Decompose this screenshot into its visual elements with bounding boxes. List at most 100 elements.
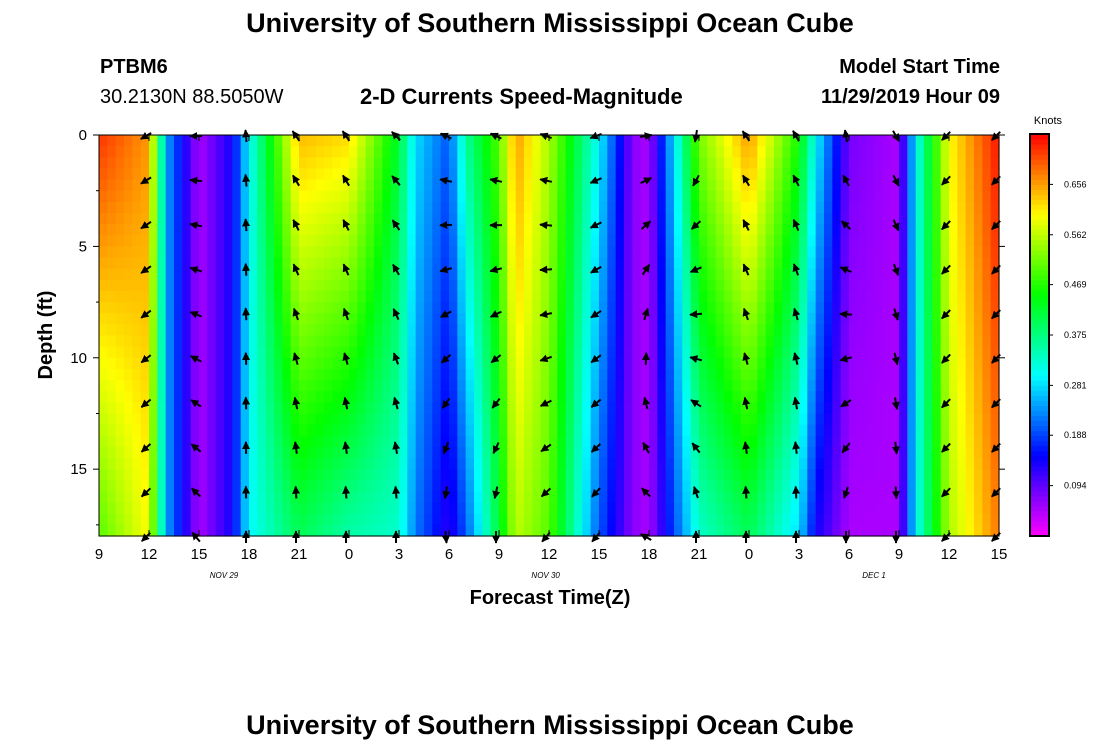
heatmap-cell [165, 224, 175, 236]
heatmap-cell [265, 391, 275, 403]
heatmap-cell [799, 502, 808, 515]
current-vector [292, 441, 301, 454]
heatmap-cell [799, 335, 808, 348]
heatmap-cell [549, 224, 558, 236]
heatmap-cell [440, 513, 450, 526]
heatmap-cell [374, 268, 383, 281]
heatmap-cell [749, 469, 758, 481]
heatmap-cell [182, 491, 192, 504]
heatmap-cell [357, 402, 367, 415]
heatmap-cell [932, 368, 942, 381]
heatmap-cell [682, 135, 692, 147]
heatmap-cell [307, 246, 317, 259]
heatmap-cell [649, 402, 658, 415]
heatmap-cell [574, 435, 583, 448]
heatmap-cell [499, 179, 508, 192]
heatmap-cell [199, 257, 208, 270]
heatmap-cell [849, 257, 858, 270]
heatmap-cell [565, 380, 575, 392]
heatmap-cell [732, 190, 742, 203]
current-vector [742, 174, 751, 187]
heatmap-cell [415, 424, 425, 437]
heatmap-cell [590, 446, 600, 459]
heatmap-cell [932, 313, 942, 325]
heatmap-cell [799, 290, 808, 303]
heatmap-cell [699, 335, 708, 348]
heatmap-cell [157, 357, 167, 370]
heatmap-cell [982, 190, 992, 203]
heatmap-cell [357, 469, 367, 481]
heatmap-cell [849, 168, 858, 181]
heatmap-cell [615, 146, 625, 158]
heatmap-cell [615, 324, 625, 337]
heatmap-cell [665, 458, 675, 470]
heatmap-cell [799, 391, 808, 403]
heatmap-cell [732, 458, 742, 470]
heatmap-cell [299, 246, 308, 259]
heatmap-cell [149, 313, 158, 325]
heatmap-cell [940, 357, 950, 370]
heatmap-cell [924, 458, 933, 470]
heatmap-cell [690, 268, 700, 281]
heatmap-cell [457, 357, 467, 370]
heatmap-cell [615, 424, 625, 437]
heatmap-cell [574, 157, 583, 170]
heatmap-cell [199, 402, 208, 415]
heatmap-cell [957, 302, 967, 314]
heatmap-cell [490, 424, 500, 437]
current-vector [792, 218, 801, 231]
heatmap-cell [232, 491, 242, 504]
heatmap-cell [249, 324, 258, 337]
heatmap-cell [990, 491, 1000, 504]
heatmap-cell [190, 413, 200, 426]
heatmap-cell [607, 524, 617, 537]
heatmap-cell [632, 502, 642, 515]
heatmap-cell [540, 502, 550, 515]
heatmap-cell [165, 212, 175, 225]
heatmap-cell [782, 179, 792, 192]
heatmap-cell [907, 290, 917, 303]
heatmap-cell [299, 480, 308, 493]
heatmap-cell [399, 491, 408, 504]
heatmap-cell [982, 435, 992, 448]
heatmap-cell [565, 324, 575, 337]
heatmap-cell [865, 458, 875, 470]
heatmap-cell [474, 135, 483, 147]
heatmap-cell [740, 380, 750, 392]
heatmap-cell [757, 446, 767, 459]
heatmap-cell [190, 190, 200, 203]
heatmap-cell [424, 424, 433, 437]
current-vector [891, 441, 900, 455]
heatmap-cell [232, 135, 242, 147]
heatmap-cell [274, 268, 283, 281]
heatmap-cell [440, 135, 450, 147]
heatmap-cell [440, 335, 450, 348]
heatmap-cell [815, 513, 825, 526]
heatmap-cell [474, 324, 483, 337]
heatmap-cell [499, 513, 508, 526]
heatmap-cell [257, 279, 267, 292]
heatmap-cell [499, 357, 508, 370]
heatmap-cell [340, 168, 350, 181]
heatmap-cell [107, 391, 117, 403]
current-vector [140, 398, 152, 408]
heatmap-cell [265, 458, 275, 470]
heatmap-cell [415, 502, 425, 515]
heatmap-cell [507, 324, 517, 337]
heatmap-cell [765, 413, 775, 426]
heatmap-cell [215, 190, 225, 203]
heatmap-cell [849, 357, 858, 370]
heatmap-cell [449, 179, 458, 192]
heatmap-cell [682, 469, 692, 481]
heatmap-cell [324, 168, 333, 181]
heatmap-cell [990, 179, 1000, 192]
heatmap-cell [290, 380, 300, 392]
heatmap-cell [474, 458, 483, 470]
heatmap-cell [924, 235, 933, 247]
heatmap-cell [107, 246, 117, 259]
current-vector [191, 531, 201, 543]
heatmap-cell [549, 135, 558, 147]
heatmap-cell [790, 135, 800, 147]
heatmap-cell [365, 257, 375, 270]
heatmap-cell [899, 235, 908, 247]
